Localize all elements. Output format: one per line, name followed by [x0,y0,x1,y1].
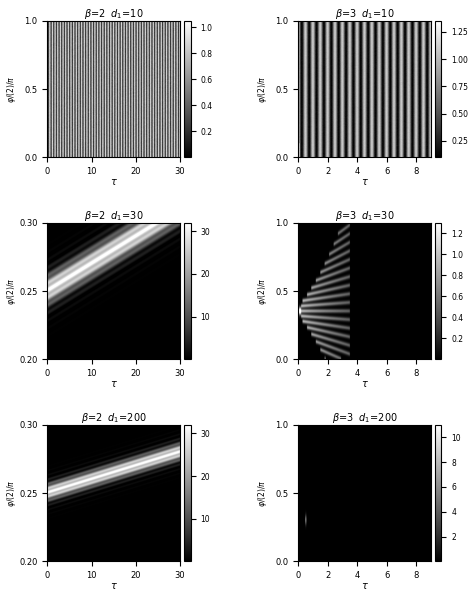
X-axis label: $\tau$: $\tau$ [109,380,118,390]
Title: $\beta$=3  $d_1$=10: $\beta$=3 $d_1$=10 [335,7,394,21]
Title: $\beta$=2  $d_1$=30: $\beta$=2 $d_1$=30 [84,208,144,223]
Title: $\beta$=3  $d_1$=200: $\beta$=3 $d_1$=200 [332,410,397,425]
Y-axis label: $\varphi/(2)/\pi$: $\varphi/(2)/\pi$ [5,277,18,305]
Y-axis label: $\varphi/(2)/\pi$: $\varphi/(2)/\pi$ [256,479,269,507]
Title: $\beta$=2  $d_1$=10: $\beta$=2 $d_1$=10 [84,7,144,21]
Y-axis label: $\varphi/(2)/\pi$: $\varphi/(2)/\pi$ [256,277,269,305]
Title: $\beta$=3  $d_1$=30: $\beta$=3 $d_1$=30 [335,208,394,223]
Y-axis label: $\varphi/(2)/\pi$: $\varphi/(2)/\pi$ [256,75,269,103]
Y-axis label: $\varphi/(2)/\pi$: $\varphi/(2)/\pi$ [5,75,18,103]
X-axis label: $\tau$: $\tau$ [109,582,118,592]
X-axis label: $\tau$: $\tau$ [361,380,368,390]
X-axis label: $\tau$: $\tau$ [109,178,118,187]
Title: $\beta$=2  $d_1$=200: $\beta$=2 $d_1$=200 [81,410,146,425]
X-axis label: $\tau$: $\tau$ [361,582,368,592]
Y-axis label: $\varphi/(2)/\pi$: $\varphi/(2)/\pi$ [5,479,18,507]
X-axis label: $\tau$: $\tau$ [361,178,368,187]
